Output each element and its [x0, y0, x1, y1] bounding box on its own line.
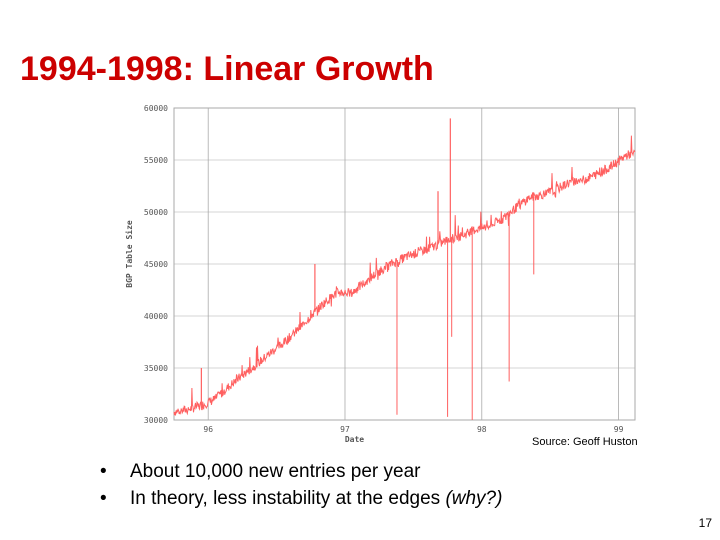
bullet-text: In theory, less instability at the edges	[130, 488, 441, 509]
x-tick-label: 99	[614, 425, 624, 434]
y-tick-label: 45000	[144, 260, 168, 269]
y-tick-label: 55000	[144, 156, 168, 165]
y-tick-label: 40000	[144, 312, 168, 321]
y-tick-label: 30000	[144, 416, 168, 425]
bullet-item: • In theory, less instability at the edge…	[100, 485, 502, 512]
chart: 60000 55000 50000 45000 40000 35000 30000 96 97 9…	[110, 100, 650, 450]
bullet-glyph: •	[100, 488, 107, 509]
bullet-emphasis: (why?)	[445, 488, 503, 509]
y-tick-label: 60000	[144, 104, 168, 113]
x-tick-label: 96	[203, 425, 213, 434]
bullet-glyph: •	[100, 461, 107, 482]
y-axis-label: BGP Table Size	[124, 220, 134, 288]
y-tick-label: 35000	[144, 364, 168, 373]
x-axis-label: Date	[345, 435, 364, 444]
page-number: 17	[698, 516, 712, 530]
series-line	[173, 135, 636, 416]
chart-source: Source: Geoff Huston	[532, 436, 638, 448]
slide-title: 1994-1998: Linear Growth	[20, 50, 434, 88]
x-tick-label: 98	[477, 425, 487, 434]
bgp-table-size-chart: 60000 55000 50000 45000 40000 35000 30000 96 97 9…	[124, 104, 636, 444]
x-tick-label: 97	[340, 425, 350, 434]
bullet-list: • About 10,000 new entries per year • In t…	[100, 458, 502, 512]
y-tick-label: 50000	[144, 208, 168, 217]
bullet-text: About 10,000 new entries per year	[130, 461, 421, 482]
bullet-item: • About 10,000 new entries per year	[100, 458, 502, 485]
